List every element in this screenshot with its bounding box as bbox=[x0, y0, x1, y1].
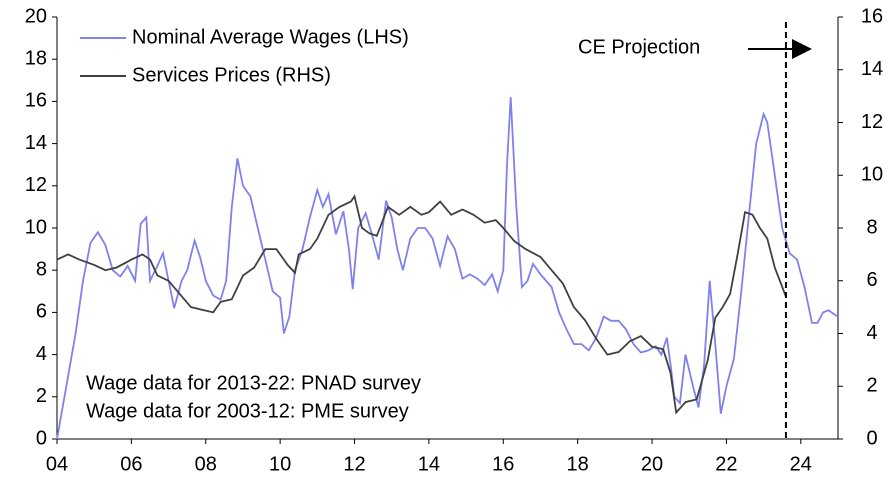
y-tick-label: 18 bbox=[25, 47, 47, 69]
x-tick-label: 12 bbox=[343, 453, 365, 475]
y-tick-label: 4 bbox=[36, 343, 47, 365]
x-tick-label: 14 bbox=[418, 453, 440, 475]
y-tick-label: 2 bbox=[36, 385, 47, 407]
x-tick-label: 06 bbox=[120, 453, 142, 475]
y-tick-label: 0 bbox=[36, 427, 47, 449]
series-line bbox=[56, 97, 839, 440]
y-tick-label: 12 bbox=[25, 174, 47, 196]
x-tick-label: 20 bbox=[641, 453, 663, 475]
annotation: Wage data for 2013-22: PNAD survey bbox=[86, 372, 421, 394]
series-line bbox=[56, 194, 787, 415]
y-tick-label: 16 bbox=[25, 90, 47, 112]
x-tick-label: 24 bbox=[790, 453, 812, 475]
y2-tick-label: 8 bbox=[866, 216, 877, 238]
legend-label: Nominal Average Wages (LHS) bbox=[132, 26, 409, 48]
y-tick-label: 20 bbox=[25, 5, 47, 27]
y2-tick-label: 10 bbox=[861, 164, 883, 186]
y2-tick-label: 14 bbox=[861, 58, 883, 80]
y2-tick-label: 12 bbox=[861, 111, 883, 133]
y-tick-label: 14 bbox=[25, 132, 47, 154]
x-tick-label: 18 bbox=[567, 453, 589, 475]
y2-tick-label: 6 bbox=[866, 269, 877, 291]
x-tick-label: 04 bbox=[46, 453, 68, 475]
legend-label: Services Prices (RHS) bbox=[132, 64, 331, 86]
x-tick-label: 10 bbox=[269, 453, 291, 475]
x-tick-label: 16 bbox=[492, 453, 514, 475]
x-tick-label: 22 bbox=[715, 453, 737, 475]
annotation: Wage data for 2003-12: PME survey bbox=[86, 400, 409, 422]
y2-tick-label: 4 bbox=[866, 322, 877, 344]
y-tick-label: 6 bbox=[36, 301, 47, 323]
projection-label: CE Projection bbox=[578, 36, 700, 58]
y2-tick-label: 0 bbox=[866, 427, 877, 449]
x-tick-label: 08 bbox=[195, 453, 217, 475]
y2-tick-label: 2 bbox=[866, 375, 877, 397]
y-tick-label: 8 bbox=[36, 258, 47, 280]
y2-tick-label: 16 bbox=[861, 5, 883, 27]
arrow-head bbox=[792, 39, 812, 59]
y-tick-label: 10 bbox=[25, 216, 47, 238]
